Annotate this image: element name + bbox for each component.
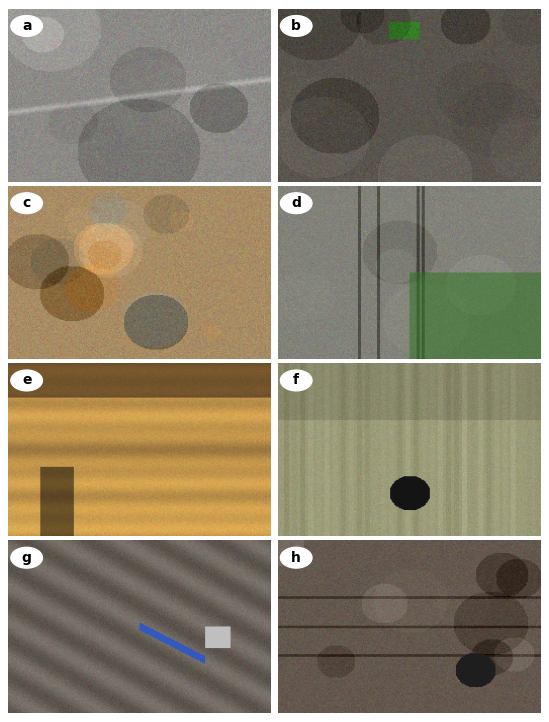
Text: f: f (293, 373, 299, 388)
Circle shape (281, 16, 312, 36)
Circle shape (11, 547, 42, 568)
Circle shape (281, 547, 312, 568)
Circle shape (11, 16, 42, 36)
Text: h: h (292, 551, 301, 565)
Text: a: a (22, 19, 31, 33)
Circle shape (281, 193, 312, 214)
Text: c: c (23, 196, 31, 210)
Circle shape (11, 370, 42, 391)
Text: e: e (22, 373, 31, 388)
Circle shape (11, 193, 42, 214)
Circle shape (281, 370, 312, 391)
Text: g: g (22, 551, 32, 565)
Text: b: b (292, 19, 301, 33)
Text: d: d (292, 196, 301, 210)
